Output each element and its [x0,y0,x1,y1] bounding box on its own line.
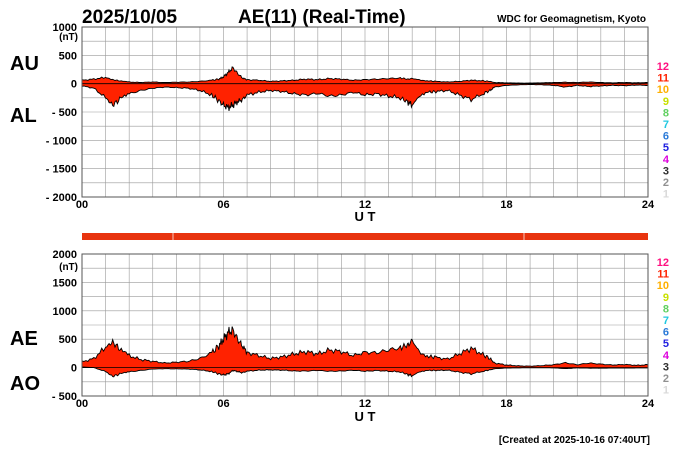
panel-frame [81,26,649,198]
index-lines [81,66,649,111]
station-count-10: 10 [657,84,669,96]
x-tick-label: 06 [217,199,229,211]
x-tick-label: 00 [76,199,88,211]
station-count-6: 6 [663,327,669,339]
station-count-11: 11 [657,269,669,281]
plot-title: AE(11) (Real-Time) [238,7,406,28]
y-tick-label: - 500 [52,391,77,403]
x-axis-label: U T [355,209,376,224]
station-count-12: 12 [657,257,669,269]
y-tick-label: 0 [71,79,77,91]
x-tick-label: 00 [76,398,88,410]
y-tick-label: - 500 [52,107,77,119]
y-tick-labels: 1000 500 0 - 500 - 1000 - 1500 - 2000 [46,22,77,204]
station-count-6: 6 [663,131,669,143]
station-count-10: 10 [657,280,669,292]
y-unit-label: (nT) [59,32,78,43]
ao-label: AO [10,373,40,395]
station-count-8: 8 [663,107,669,119]
series-line-ae [81,326,649,367]
panel-frame [81,253,649,397]
al-label: AL [10,105,37,127]
station-status-bar [82,233,648,240]
plot-date: 2025/10/05 [82,7,178,28]
station-count-5: 5 [663,338,669,350]
created-timestamp: [Created at 2025-10-16 07:40UT] [499,435,650,446]
x-tick-label: 06 [217,398,229,410]
y-unit-label: (nT) [59,262,78,273]
station-count-9: 9 [663,96,669,108]
series-line-al [81,83,649,111]
plot-frame [81,26,649,198]
station-count-3: 3 [663,361,669,373]
x-tick-label: 18 [500,199,512,211]
station-count-12: 12 [657,61,669,73]
x-tick-labels: 00 06 12 18 24 [76,398,655,410]
x-tick-labels: 00 06 12 18 24 [76,199,655,211]
y-tick-label: 2000 [53,249,77,261]
panel-grid [82,254,648,396]
station-count-4: 4 [663,154,670,166]
panel-grid [82,27,648,197]
index-lines [81,326,649,378]
y-tick-label: - 1500 [46,164,77,176]
series-line-au [81,66,649,84]
station-count-2: 2 [663,373,669,385]
station-count-4: 4 [663,350,670,362]
x-tick-label: 24 [642,398,655,410]
x-tick-label: 12 [359,398,371,410]
station-count-7: 7 [663,119,669,131]
station-count-8: 8 [663,303,669,315]
y-tick-label: 0 [71,363,77,375]
ae-label: AE [10,328,38,350]
x-tick-label: 12 [359,199,371,211]
station-count-1: 1 [663,189,669,201]
data-source-label: WDC for Geomagnetism, Kyoto [497,14,646,25]
y-tick-label: 500 [59,50,77,62]
x-tick-label: 24 [642,199,655,211]
y-tick-label: - 2000 [46,192,77,204]
y-tick-label: 1500 [53,277,77,289]
au-label: AU [10,53,39,75]
y-tick-label: 1000 [53,306,77,318]
x-axis-label: U T [355,409,376,424]
station-count-11: 11 [657,73,669,85]
station-count-5: 5 [663,142,669,154]
y-tick-label: - 1000 [46,135,77,147]
station-count-1: 1 [663,385,669,397]
station-count-9: 9 [663,292,669,304]
y-tick-labels: 2000 1500 1000 500 0 - 500 [52,249,77,403]
y-tick-label: 500 [59,334,77,346]
x-tick-label: 18 [500,398,512,410]
station-count-2: 2 [663,177,669,189]
station-count-3: 3 [663,165,669,177]
y-tick-label: 1000 [53,22,77,34]
plot-frame [81,253,649,397]
station-count-7: 7 [663,315,669,327]
